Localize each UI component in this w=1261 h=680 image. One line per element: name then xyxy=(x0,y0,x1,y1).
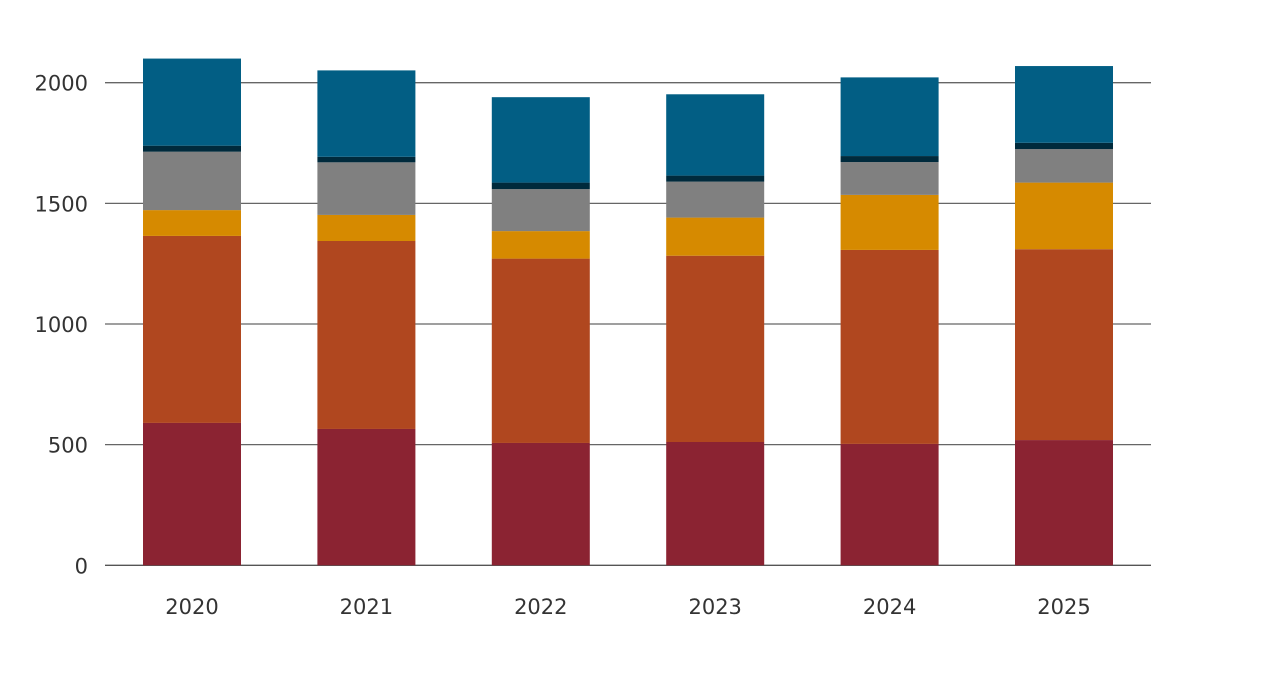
y-tick-label: 2000 xyxy=(35,72,88,96)
bar-segment xyxy=(317,214,416,241)
bar-segment xyxy=(317,428,416,566)
bar-segment xyxy=(840,194,939,250)
bar-segment xyxy=(491,258,590,443)
x-tick-label: 2022 xyxy=(514,595,567,619)
x-tick-label: 2020 xyxy=(165,595,218,619)
x-axis-ticks: 2020 2021 2022 2023 2024 2025 xyxy=(165,595,1090,619)
bar-stack-2020 xyxy=(143,58,241,566)
bar-stack-2022 xyxy=(491,97,590,566)
bar-segment xyxy=(666,94,765,176)
bar-stack-2021 xyxy=(317,70,416,566)
bar-segment xyxy=(1015,182,1113,250)
bars xyxy=(143,58,1113,566)
bar-segment xyxy=(1015,142,1113,150)
bar-segment xyxy=(317,156,416,163)
bar-segment xyxy=(1015,66,1113,143)
bar-segment xyxy=(317,240,416,429)
bar-segment xyxy=(143,422,241,566)
bar-segment xyxy=(491,442,590,566)
x-tick-label: 2024 xyxy=(863,595,916,619)
y-tick-label: 0 xyxy=(75,554,88,578)
bar-segment xyxy=(491,182,590,190)
y-tick-label: 1500 xyxy=(35,192,88,216)
x-tick-label: 2023 xyxy=(688,595,741,619)
y-tick-label: 500 xyxy=(48,434,88,458)
bar-segment xyxy=(840,249,939,444)
bar-segment xyxy=(666,441,765,566)
bar-segment xyxy=(317,162,416,215)
y-axis-ticks: 0 500 1000 1500 2000 xyxy=(35,72,88,579)
x-tick-label: 2025 xyxy=(1037,595,1090,619)
bar-segment xyxy=(143,210,241,236)
bar-segment xyxy=(840,77,939,157)
bar-segment xyxy=(1015,440,1113,566)
bar-stack-2023 xyxy=(666,94,765,566)
bar-segment xyxy=(317,70,416,157)
bar-segment xyxy=(1015,149,1113,183)
bar-segment xyxy=(143,145,241,152)
bar-segment xyxy=(840,156,939,163)
bar-segment xyxy=(143,58,241,146)
x-tick-label: 2021 xyxy=(340,595,393,619)
gridlines xyxy=(105,82,1151,566)
bar-stack-2024 xyxy=(840,77,939,566)
bar-stack-2025 xyxy=(1015,66,1113,566)
bar-segment xyxy=(666,181,765,218)
bar-segment xyxy=(143,235,241,423)
bar-segment xyxy=(491,189,590,232)
bar-segment xyxy=(666,217,765,256)
bar-segment xyxy=(840,162,939,195)
bar-segment xyxy=(1015,249,1113,441)
bar-segment xyxy=(143,151,241,211)
y-tick-label: 1000 xyxy=(35,313,88,337)
bar-segment xyxy=(840,443,939,566)
bar-segment xyxy=(666,175,765,182)
bar-segment xyxy=(491,231,590,259)
bar-segment xyxy=(491,97,590,183)
bar-segment xyxy=(666,255,765,442)
